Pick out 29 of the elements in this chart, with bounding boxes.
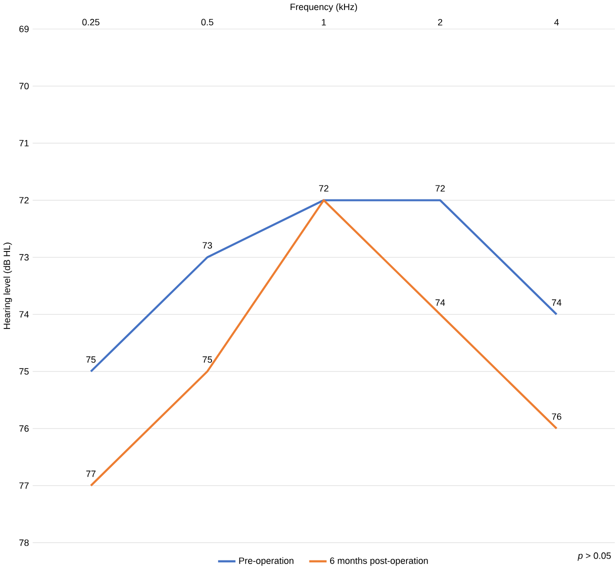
y-tick-label: 75 <box>19 368 29 374</box>
x-tick-label: 0.25 <box>82 18 100 26</box>
y-tick-label: 69 <box>19 26 29 32</box>
x-tick-label: 1 <box>322 18 326 26</box>
y-axis-title: Hearing level (dB HL) <box>3 242 12 329</box>
y-tick-label: 73 <box>19 254 29 260</box>
y-tick-label: 70 <box>19 82 29 90</box>
x-tick-label: 2 <box>438 18 442 26</box>
text: p > 0.05 <box>578 552 611 561</box>
legend-label: 6 months post-operation <box>330 557 428 566</box>
data-label: 75 <box>202 356 212 363</box>
x-tick-label: 4 <box>554 18 559 26</box>
y-tick-label: 78 <box>19 539 29 546</box>
y-tick-label: 71 <box>19 140 29 146</box>
data-label: 77 <box>86 470 96 477</box>
x-axis-title: Frequency (kHz) <box>290 3 357 12</box>
y-tick-label: 74 <box>19 311 29 318</box>
data-label: 74 <box>436 299 445 306</box>
data-label: 72 <box>436 184 445 192</box>
data-label: 73 <box>202 242 212 248</box>
y-tick-label: 76 <box>19 425 29 432</box>
y-tick-label: 77 <box>19 482 29 489</box>
data-label: 76 <box>552 413 562 420</box>
data-label: 75 <box>86 356 96 363</box>
legend-label: Pre-operation <box>239 557 294 566</box>
y-tick-label: 72 <box>19 196 29 204</box>
data-label: 74 <box>552 299 562 306</box>
x-tick-label: 0.5 <box>201 18 214 26</box>
data-label: 72 <box>319 184 328 192</box>
